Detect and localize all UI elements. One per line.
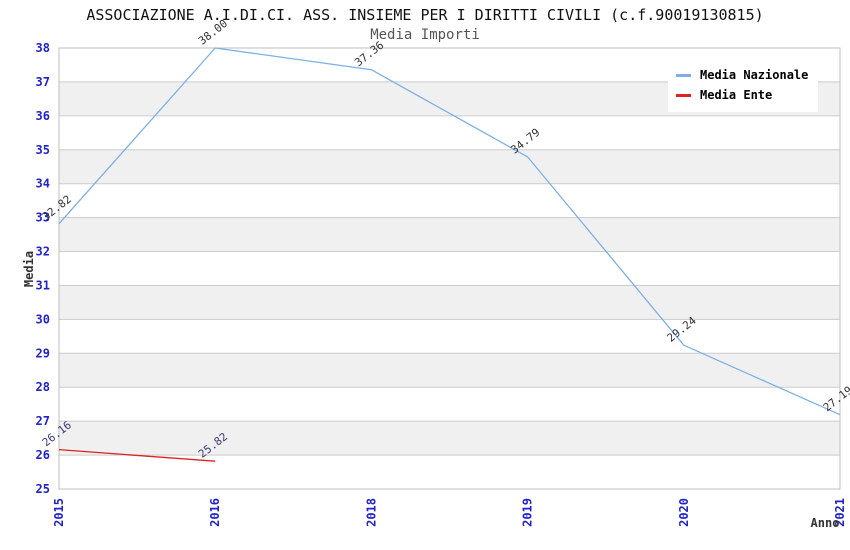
legend-label: Media Nazionale [700, 68, 809, 82]
legend-item-media-ente: Media Ente [676, 85, 808, 105]
y-tick-label: 30 [36, 312, 50, 326]
y-tick-label: 26 [36, 448, 50, 462]
series-line-media-ente [58, 449, 216, 462]
plot-border [58, 47, 841, 490]
grid-band [59, 217, 840, 252]
y-tick-label: 38 [36, 41, 50, 55]
grid-band [59, 149, 840, 184]
point-label: 37.36 [352, 39, 386, 70]
point-label: 27.19 [821, 384, 850, 415]
legend-item-media-nazionale: Media Nazionale [676, 65, 808, 85]
legend: Media Nazionale Media Ente [668, 58, 819, 112]
grid-band [59, 421, 840, 456]
legend-swatch-blue-line-icon [676, 73, 691, 77]
x-tick-label: 2015 [52, 498, 66, 527]
x-tick-label: 2021 [833, 498, 847, 527]
y-tick-label: 25 [36, 482, 50, 496]
point-label: 38.00 [196, 17, 230, 48]
x-tick-label: 2019 [521, 498, 535, 527]
legend-label: Media Ente [700, 88, 773, 102]
y-tick-label: 36 [36, 109, 50, 123]
x-tick-label: 2016 [208, 498, 222, 527]
y-tick-label: 37 [36, 75, 50, 89]
y-tick-label: 31 [36, 278, 50, 292]
chart-title: ASSOCIAZIONE A.I.DI.CI. ASS. INSIEME PER… [86, 6, 764, 24]
grid-band [59, 285, 840, 320]
y-tick-label: 33 [36, 211, 50, 225]
y-tick-label: 34 [36, 177, 50, 191]
legend-swatch-red-line-icon [676, 93, 691, 97]
chart-subtitle: Media Importi [370, 27, 480, 43]
y-tick-label: 35 [36, 143, 50, 157]
y-tick-label: 28 [36, 380, 50, 394]
series-line-media-nazionale [58, 47, 841, 416]
x-tick-label: 2020 [677, 498, 691, 527]
y-tick-label: 32 [36, 245, 50, 259]
y-tick-label: 27 [36, 414, 50, 428]
y-tick-label: 29 [36, 346, 50, 360]
grid-band [59, 353, 840, 388]
x-tick-label: 2018 [364, 498, 378, 527]
y-axis-title: Media [22, 250, 36, 288]
x-axis-title: Anno [810, 516, 840, 530]
